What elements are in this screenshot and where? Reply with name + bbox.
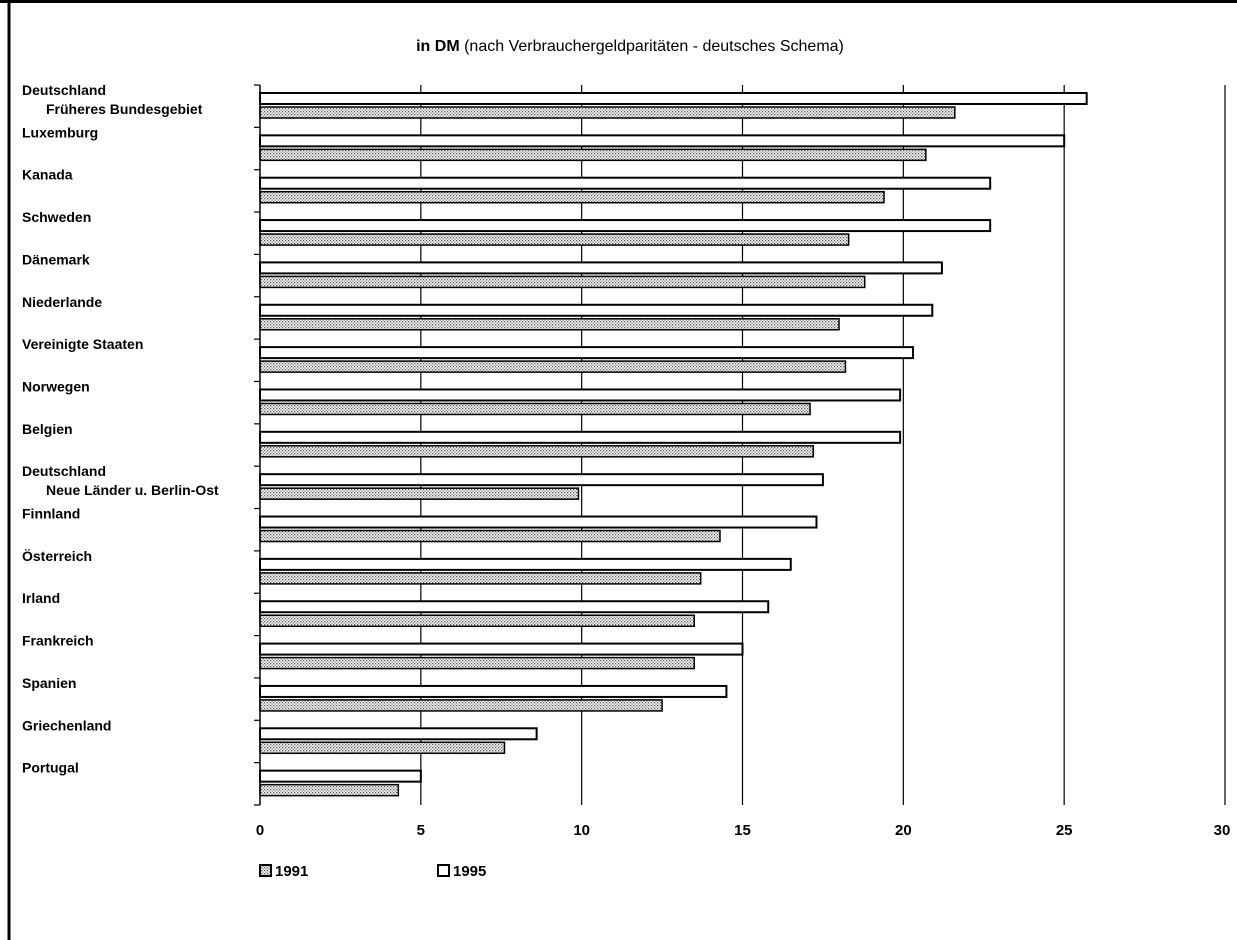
bar-1995-6	[259, 346, 914, 360]
category-label: Schweden	[22, 209, 91, 225]
bar-1995-0	[259, 92, 1088, 105]
category-label: Kanada	[22, 167, 73, 183]
bar-1991-5	[259, 318, 840, 331]
bar-1991-12	[259, 614, 695, 627]
x-tick-label-30: 30	[1214, 822, 1231, 839]
bar-1991-10	[259, 529, 721, 543]
bar-1991-8	[259, 445, 815, 458]
x-tick-label-25: 25	[1056, 822, 1073, 839]
bar-1995-9	[259, 473, 824, 487]
category-label: Belgien	[22, 421, 73, 437]
category-label: Spanien	[22, 675, 76, 691]
category-label: Dänemark	[22, 251, 90, 267]
bar-1995-14	[259, 684, 728, 698]
bar-1991-6	[259, 360, 847, 373]
bar-1991-15	[259, 741, 506, 755]
bar-1991-7	[259, 402, 811, 416]
legend-swatch-1991	[259, 864, 272, 877]
legend-label-1995: 1995	[453, 863, 486, 880]
bar-1991-16	[259, 783, 400, 797]
bar-1991-13	[259, 656, 695, 670]
bar-1991-2	[259, 190, 885, 204]
bar-1995-12	[259, 600, 770, 614]
bar-1991-14	[259, 699, 663, 712]
category-label: Portugal	[22, 760, 79, 776]
bar-1995-11	[259, 557, 792, 571]
bar-1995-3	[259, 219, 992, 233]
category-label: Frankreich	[22, 633, 94, 649]
bar-1995-7	[259, 388, 902, 402]
chart-title: in DM (nach Verbrauchergeldparitäten - d…	[260, 38, 1000, 56]
bar-1995-15	[259, 727, 538, 741]
category-label: Österreich	[22, 548, 92, 564]
category-label: Deutschland	[22, 463, 106, 479]
category-label: Norwegen	[22, 378, 90, 394]
category-label: Luxemburg	[22, 124, 98, 140]
category-label: Vereinigte Staaten	[22, 336, 143, 352]
x-tick-label-15: 15	[734, 822, 751, 839]
bar-1995-13	[259, 642, 744, 656]
category-label: Neue Länder u. Berlin-Ost	[46, 482, 219, 498]
bar-1991-9	[259, 487, 580, 500]
x-tick-label-10: 10	[573, 822, 590, 839]
x-tick-label-0: 0	[256, 822, 264, 839]
legend-swatch-1995	[437, 864, 450, 877]
bar-1995-10	[259, 515, 818, 529]
bar-1991-4	[259, 275, 866, 289]
bar-1991-11	[259, 572, 702, 585]
category-label: Deutschland	[22, 82, 106, 98]
legend-label-1991: 1991	[275, 863, 308, 880]
category-label: Griechenland	[22, 717, 111, 733]
chart-title-rest: (nach Verbrauchergeldparitäten - deutsch…	[459, 38, 844, 55]
category-label: Finnland	[22, 506, 80, 522]
bar-1991-0	[259, 106, 956, 119]
bar-1995-1	[259, 134, 1066, 148]
bar-1995-2	[259, 176, 992, 190]
bar-1991-3	[259, 233, 850, 246]
x-tick-label-5: 5	[417, 822, 425, 839]
bar-1995-8	[259, 430, 902, 444]
bar-1995-4	[259, 261, 943, 275]
category-label: Früheres Bundesgebiet	[46, 101, 203, 117]
bar-1995-5	[259, 303, 934, 317]
bar-1995-16	[259, 769, 422, 783]
bar-1991-1	[259, 148, 927, 162]
category-label: Irland	[22, 590, 60, 606]
chart-title-bold: in DM	[416, 38, 460, 55]
x-tick-label-20: 20	[895, 822, 912, 839]
category-label: Niederlande	[22, 294, 102, 310]
